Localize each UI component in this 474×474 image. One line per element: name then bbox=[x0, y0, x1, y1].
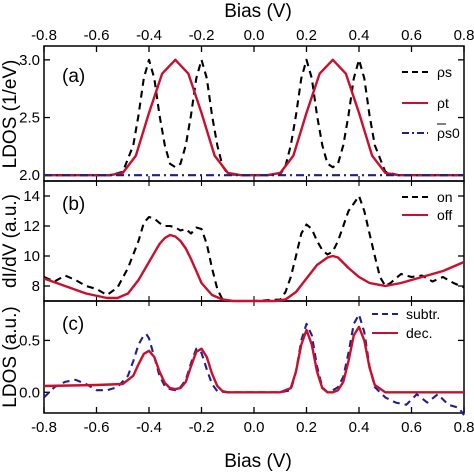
panel-c-y-tick-label: 0.0 bbox=[19, 384, 40, 401]
bottom-x-tick-label: -0.8 bbox=[31, 419, 57, 436]
bottom-x-tick-label: 0.8 bbox=[454, 419, 474, 436]
top-x-tick-label: 0.4 bbox=[349, 27, 370, 44]
panel-b-tag: (b) bbox=[62, 194, 85, 215]
panel-a-y-tick-label: 2.5 bbox=[19, 110, 40, 127]
legend-label-subtr: subtr. bbox=[406, 306, 440, 322]
panel-a-y-tick-label: 2.0 bbox=[19, 167, 40, 184]
panel-c-frame bbox=[43, 300, 465, 414]
panel-b-series-1 bbox=[43, 233, 465, 303]
panel-c-y-tick-label: 0.5 bbox=[19, 332, 40, 349]
panel-c-tag: (c) bbox=[62, 314, 84, 335]
panel-c-series-0 bbox=[43, 313, 465, 416]
panel-a-series-0 bbox=[44, 58, 464, 177]
top-x-tick-label: 0.2 bbox=[296, 27, 317, 44]
legend-label-off: off bbox=[437, 207, 452, 223]
bottom-x-tick-label: -0.2 bbox=[189, 419, 215, 436]
legend-label-rho-t: ρt bbox=[437, 95, 449, 111]
legend-label-on: on bbox=[437, 189, 453, 205]
panel-a-tag: (a) bbox=[62, 66, 85, 87]
panel-c-y-axis-title: LDOS (a.u.) bbox=[0, 306, 21, 407]
bottom-x-axis-title: Bias (V) bbox=[224, 451, 292, 472]
legend-label-dec: dec. bbox=[406, 325, 432, 341]
chart-marks: -0.8 -0.8 -0.6 -0.6 -0.4 -0.4 -0.2 -0.2 0.0 0.0 0.… bbox=[19, 27, 474, 436]
panel-b-series-0 bbox=[43, 194, 465, 303]
panel-b-legend: on off bbox=[402, 189, 453, 223]
top-x-axis-title: Bias (V) bbox=[224, 1, 292, 22]
panel-b-y-axis-title: dI/dV (a.u.) bbox=[0, 194, 21, 288]
panel-a-legend: ρs ρt ρs0 bbox=[402, 64, 460, 141]
legend-label-rho-s0: ρs0 bbox=[437, 125, 460, 141]
panel-a-series-1 bbox=[44, 58, 464, 177]
top-x-tick-label: -0.4 bbox=[136, 27, 162, 44]
top-x-tick-label: 0.0 bbox=[244, 27, 265, 44]
top-x-tick-label: -0.8 bbox=[31, 27, 57, 44]
panel-a-y-tick-label: 3.0 bbox=[19, 52, 40, 69]
legend-label-rho-s: ρs bbox=[437, 64, 452, 80]
panel-c-legend: subtr. dec. bbox=[372, 306, 440, 341]
panel-b-y-tick-label: 14 bbox=[23, 188, 40, 205]
panel-a-y-axis-title: LDOS (1/eV) bbox=[0, 60, 21, 169]
top-x-tick-label: -0.2 bbox=[189, 27, 215, 44]
panel-c-series-1 bbox=[43, 325, 464, 394]
bottom-x-tick-label: -0.4 bbox=[136, 419, 162, 436]
panel-b-y-tick-label: 12 bbox=[23, 218, 40, 235]
panel-b-y-tick-label: 10 bbox=[23, 248, 40, 265]
bottom-x-tick-label: 0.2 bbox=[296, 419, 317, 436]
bottom-x-tick-label: 0.4 bbox=[349, 419, 370, 436]
top-x-tick-label: 0.6 bbox=[401, 27, 422, 44]
bottom-x-tick-label: -0.6 bbox=[84, 419, 110, 436]
panel-b-y-tick-label: 8 bbox=[32, 278, 40, 295]
top-x-tick-label: 0.8 bbox=[454, 27, 474, 44]
panel-a-frame bbox=[43, 45, 465, 182]
bottom-x-tick-label: 0.0 bbox=[244, 419, 265, 436]
bottom-x-tick-label: 0.6 bbox=[401, 419, 422, 436]
panel-b-y-axis-title-text: dI/dV (a.u.) bbox=[0, 194, 21, 288]
top-x-tick-label: -0.6 bbox=[84, 27, 110, 44]
